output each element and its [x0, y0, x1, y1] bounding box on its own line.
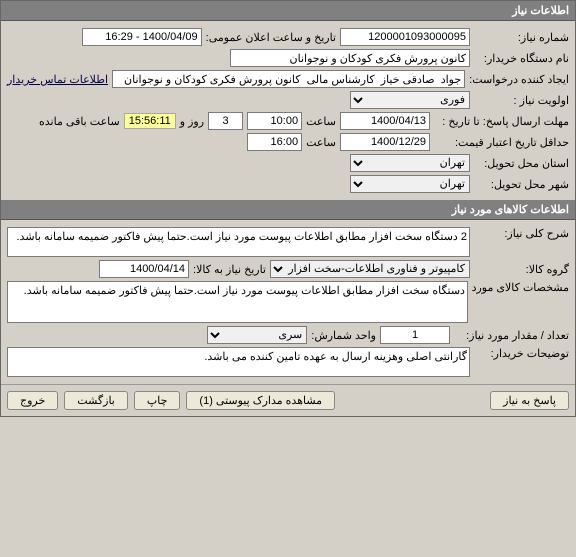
deadline-time-label: ساعت	[306, 115, 336, 128]
org-input[interactable]	[230, 49, 470, 67]
back-button[interactable]: بازگشت	[64, 391, 128, 410]
print-button[interactable]: چاپ	[134, 391, 181, 410]
unit-select[interactable]: سری	[207, 326, 307, 344]
deadline-label: مهلت ارسال پاسخ: تا تاریخ :	[434, 115, 569, 128]
exit-button[interactable]: خروج	[7, 391, 58, 410]
remaining-label: ساعت باقی مانده	[39, 115, 120, 128]
need-date-input[interactable]	[99, 260, 189, 278]
group-label: گروه کالا:	[474, 263, 569, 276]
province-label: استان محل تحویل:	[474, 157, 569, 170]
form-section-1: شماره نیاز: تاریخ و ساعت اعلان عمومی: نا…	[1, 21, 575, 200]
explain-text[interactable]: گارانتی اصلی وهزینه ارسال به عهده تامین …	[7, 347, 470, 377]
validity-time[interactable]	[247, 133, 302, 151]
deadline-time[interactable]	[247, 112, 302, 130]
city-label: شهر محل تحویل:	[474, 178, 569, 191]
respond-button[interactable]: پاسخ به نیاز	[490, 391, 569, 410]
group-select[interactable]: کامپیوتر و فناوری اطلاعات-سخت افزار	[270, 260, 470, 278]
need-info-window: اطلاعات نیاز شماره نیاز: تاریخ و ساعت اع…	[0, 0, 576, 417]
announce-input[interactable]	[82, 28, 202, 46]
request-no-input[interactable]	[340, 28, 470, 46]
general-desc-label: شرح کلی نیاز:	[474, 227, 569, 240]
request-no-label: شماره نیاز:	[474, 31, 569, 44]
contact-link[interactable]: اطلاعات تماس خریدار	[7, 73, 108, 86]
general-desc-text[interactable]: 2 دستگاه سخت افزار مطابق اطلاعات پیوست م…	[7, 227, 470, 257]
creator-input[interactable]	[112, 70, 465, 88]
deadline-date[interactable]	[340, 112, 430, 130]
announce-label: تاریخ و ساعت اعلان عمومی:	[206, 31, 336, 44]
remaining-time: 15:56:11	[124, 113, 176, 129]
org-label: نام دستگاه خریدار:	[474, 52, 569, 65]
validity-time-label: ساعت	[306, 136, 336, 149]
validity-label: حداقل تاریخ اعتبار قیمت:	[434, 136, 569, 149]
form-section-2: شرح کلی نیاز: 2 دستگاه سخت افزار مطابق ا…	[1, 220, 575, 384]
priority-label: اولویت نیاز :	[474, 94, 569, 107]
explain-label: توضیحات خریدار:	[474, 347, 569, 360]
deadline-days-label: روز و	[180, 115, 204, 128]
priority-select[interactable]: فوری	[350, 91, 470, 109]
section-header-need: اطلاعات نیاز	[1, 1, 575, 21]
qty-input[interactable]	[380, 326, 450, 344]
unit-label: واحد شمارش:	[311, 329, 376, 342]
need-date-label: تاریخ نیاز به کالا:	[193, 263, 266, 276]
validity-date[interactable]	[340, 133, 430, 151]
section-header-goods: اطلاعات کالاهای مورد نیاز	[1, 200, 575, 220]
city-select[interactable]: تهران	[350, 175, 470, 193]
qty-label: تعداد / مقدار مورد نیاز:	[454, 329, 569, 342]
province-select[interactable]: تهران	[350, 154, 470, 172]
attachments-button[interactable]: مشاهده مدارک پیوستی (1)	[186, 391, 335, 410]
deadline-days[interactable]	[208, 112, 243, 130]
button-bar: خروج بازگشت چاپ مشاهده مدارک پیوستی (1) …	[1, 384, 575, 416]
spec-text[interactable]: دستگاه سخت افزار مطابق اطلاعات پیوست مور…	[7, 281, 468, 323]
spec-label: مشخصات کالای مورد نیاز:	[472, 281, 569, 294]
creator-label: ایجاد کننده درخواست:	[469, 73, 569, 86]
